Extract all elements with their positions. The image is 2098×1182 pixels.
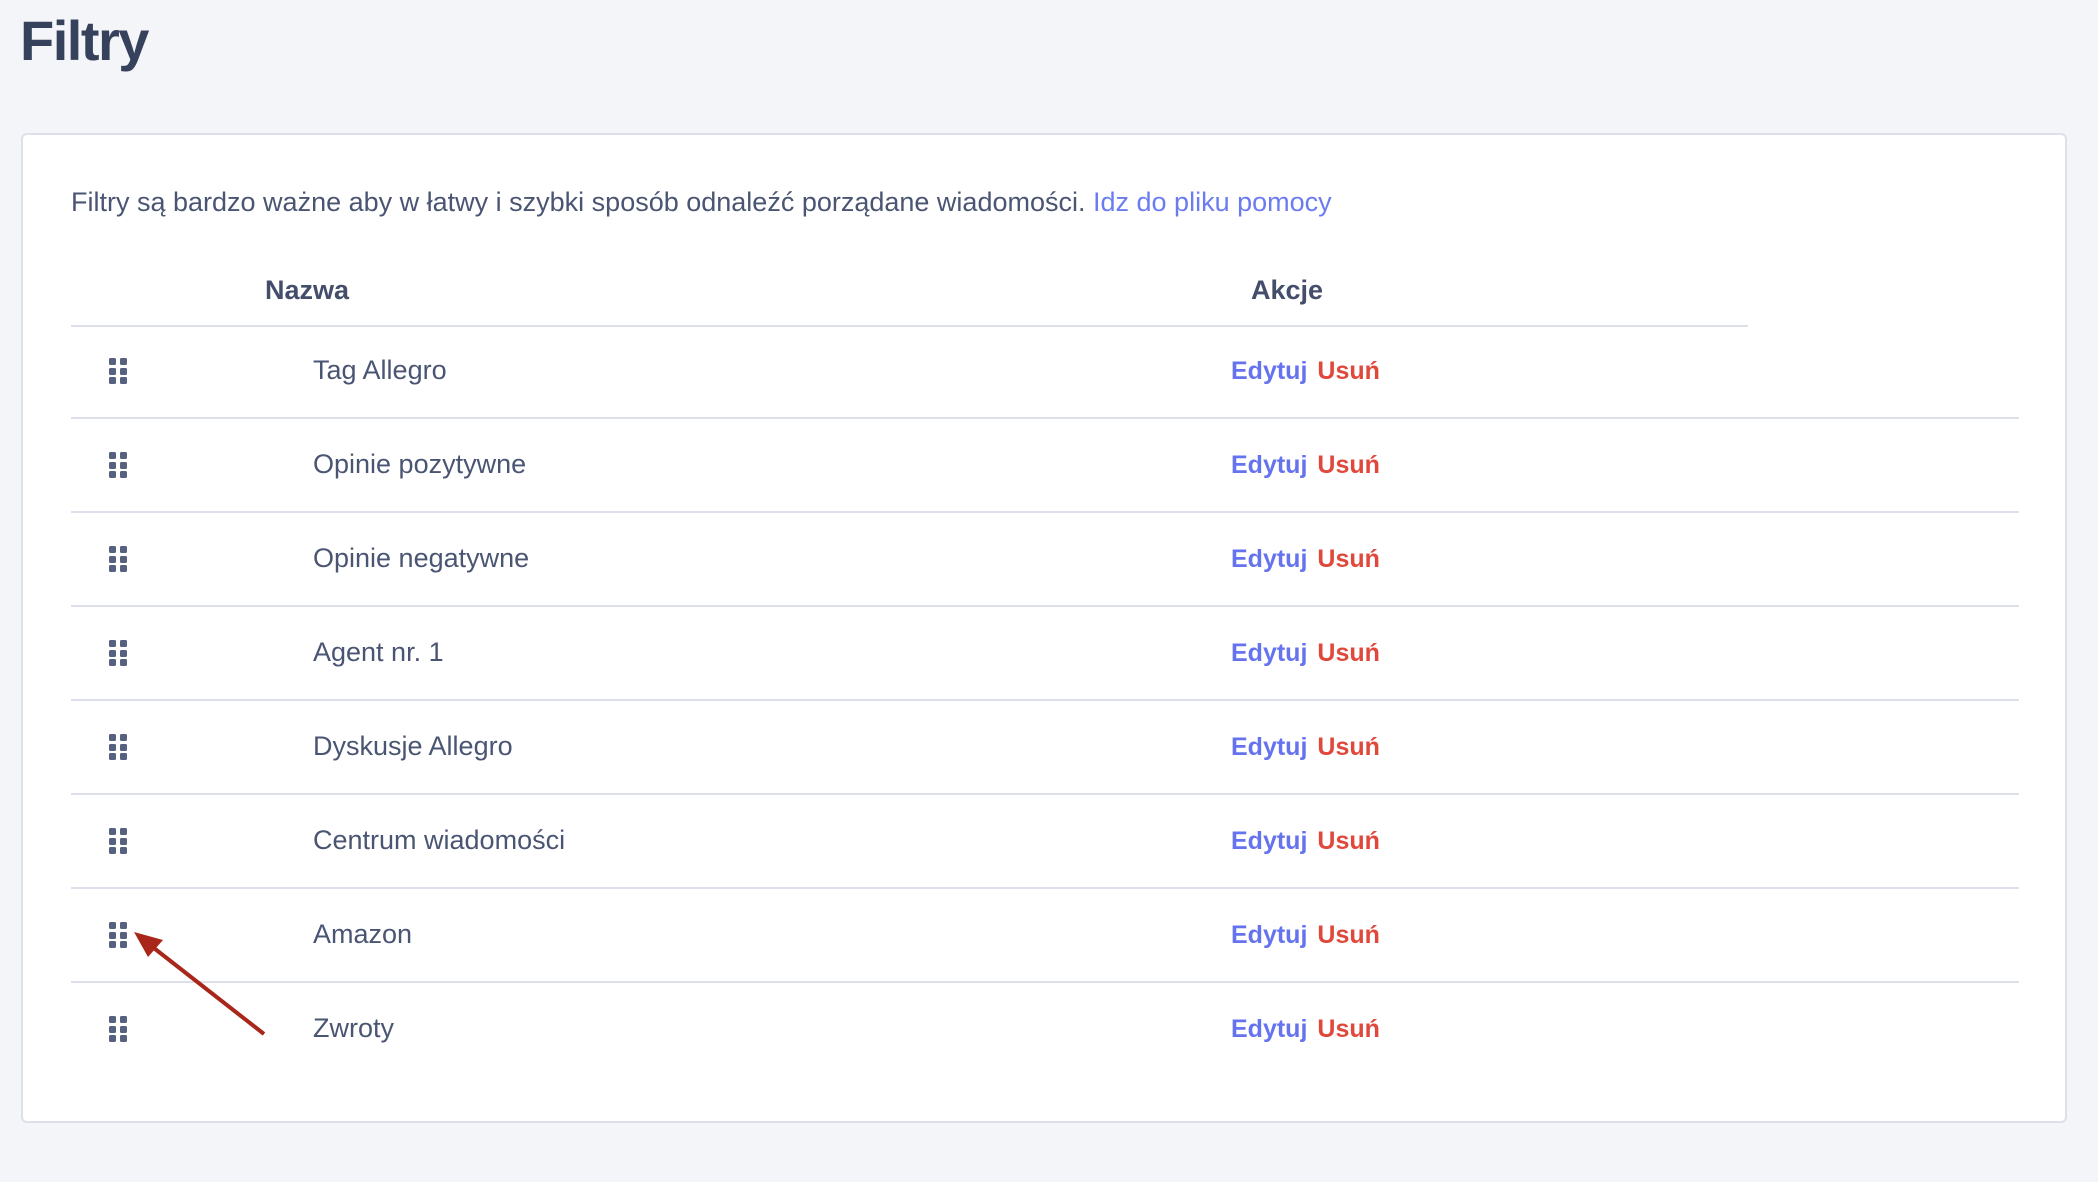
drag-handle-icon[interactable] [109,640,127,666]
delete-button[interactable]: Usuń [1317,733,1380,761]
edit-button[interactable]: Edytuj [1231,733,1308,761]
drag-handle-icon[interactable] [109,828,127,854]
table-row: Centrum wiadomości Edytuj Usuń [71,795,2019,889]
filter-name: Amazon [313,919,413,949]
table-row: Amazon Edytuj Usuń [71,889,2019,983]
filter-name: Centrum wiadomości [313,825,566,855]
drag-handle-icon[interactable] [109,546,127,572]
row-actions: Edytuj Usuń [1231,357,1380,386]
edit-button[interactable]: Edytuj [1231,545,1308,573]
edit-button[interactable]: Edytuj [1231,639,1308,667]
filter-name: Zwroty [313,1013,394,1043]
table-row: Opinie negatywne Edytuj Usuń [71,513,2019,607]
help-link[interactable]: Idz do pliku pomocy [1093,187,1332,217]
table-row: Tag Allegro Edytuj Usuń [71,325,2019,419]
page-title: Filtry [20,9,149,72]
intro-text: Filtry są bardzo ważne aby w łatwy i szy… [71,187,1332,218]
table-header: Nazwa Akcje [71,135,1748,327]
drag-handle-icon[interactable] [109,452,127,478]
intro-description: Filtry są bardzo ważne aby w łatwy i szy… [71,187,1086,217]
delete-button[interactable]: Usuń [1317,545,1380,573]
delete-button[interactable]: Usuń [1317,451,1380,479]
filters-card: Filtry są bardzo ważne aby w łatwy i szy… [21,133,2067,1123]
drag-handle-icon[interactable] [109,734,127,760]
row-actions: Edytuj Usuń [1231,1015,1380,1044]
row-actions: Edytuj Usuń [1231,451,1380,480]
column-header-name: Nazwa [265,275,350,305]
delete-button[interactable]: Usuń [1317,639,1380,667]
table-row: Agent nr. 1 Edytuj Usuń [71,607,2019,701]
delete-button[interactable]: Usuń [1317,357,1380,385]
delete-button[interactable]: Usuń [1317,1015,1380,1043]
drag-handle-icon[interactable] [109,358,127,384]
delete-button[interactable]: Usuń [1317,921,1380,949]
delete-button[interactable]: Usuń [1317,827,1380,855]
edit-button[interactable]: Edytuj [1231,1015,1308,1043]
row-actions: Edytuj Usuń [1231,827,1380,856]
table-row: Dyskusje Allegro Edytuj Usuń [71,701,2019,795]
column-header-actions: Akcje [1251,275,1324,305]
table-row: Opinie pozytywne Edytuj Usuń [71,419,2019,513]
row-actions: Edytuj Usuń [1231,639,1380,668]
filter-name: Agent nr. 1 [313,637,444,667]
filter-name: Dyskusje Allegro [313,731,513,761]
table-row: Zwroty Edytuj Usuń [71,983,2019,1077]
filters-list: Tag Allegro Edytuj Usuń Opinie pozytywne … [71,325,2019,1077]
drag-handle-icon[interactable] [109,1016,127,1042]
filter-name: Opinie pozytywne [313,449,527,479]
row-actions: Edytuj Usuń [1231,921,1380,950]
edit-button[interactable]: Edytuj [1231,357,1308,385]
drag-handle-icon[interactable] [109,922,127,948]
filter-name: Tag Allegro [313,355,447,385]
edit-button[interactable]: Edytuj [1231,451,1308,479]
row-actions: Edytuj Usuń [1231,733,1380,762]
edit-button[interactable]: Edytuj [1231,921,1308,949]
filter-name: Opinie negatywne [313,543,530,573]
row-actions: Edytuj Usuń [1231,545,1380,574]
edit-button[interactable]: Edytuj [1231,827,1308,855]
